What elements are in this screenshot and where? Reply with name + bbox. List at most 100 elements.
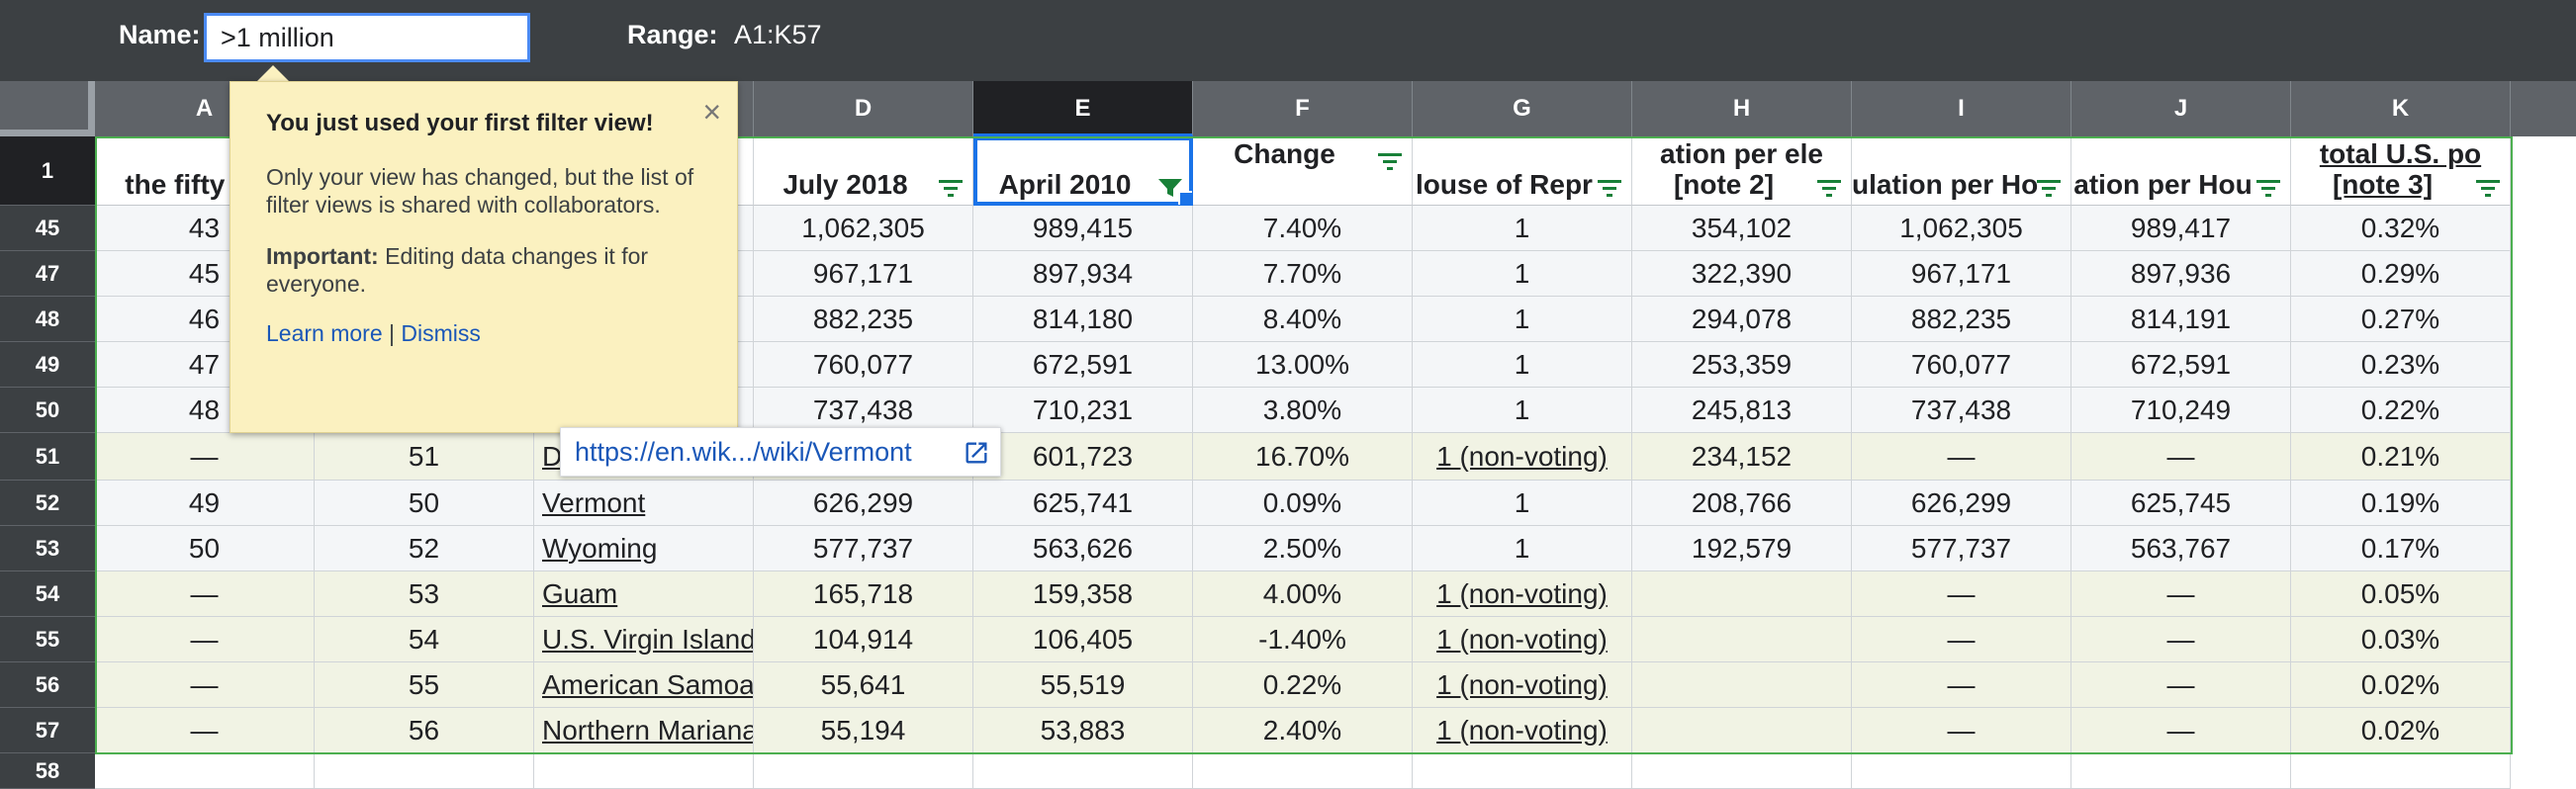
row-header-45[interactable]: 45 (0, 206, 95, 251)
cell-j47[interactable]: 897,936 (2071, 251, 2291, 297)
cell-d54[interactable]: 165,718 (754, 571, 973, 617)
cell-d52[interactable]: 626,299 (754, 481, 973, 526)
column-header-h[interactable]: H (1632, 81, 1852, 136)
cell-h52[interactable]: 208,766 (1632, 481, 1852, 526)
cell-g55[interactable]: 1 (non-voting) (1413, 617, 1632, 662)
filter-icon[interactable] (2035, 173, 2063, 197)
cell-j48[interactable]: 814,191 (2071, 297, 2291, 342)
cell-d53[interactable]: 577,737 (754, 526, 973, 571)
cell-j58[interactable] (2071, 753, 2291, 789)
row-header-1[interactable]: 1 (0, 136, 95, 206)
cell-j56[interactable]: — (2071, 662, 2291, 708)
open-external-icon[interactable] (963, 439, 990, 467)
cell-f47[interactable]: 7.70% (1193, 251, 1413, 297)
cell-d50[interactable]: 737,438 (754, 388, 973, 433)
cell-j54[interactable]: — (2071, 571, 2291, 617)
cell-k58[interactable] (2291, 753, 2511, 789)
cell-j57[interactable]: — (2071, 708, 2291, 753)
filter-range-value[interactable]: A1:K57 (734, 20, 822, 49)
cell-e45[interactable]: 989,415 (973, 206, 1193, 251)
header-cell-i[interactable]: ulation per Ho (1852, 136, 2071, 206)
cell-g47[interactable]: 1 (1413, 251, 1632, 297)
close-icon[interactable]: × (702, 94, 721, 130)
cell-a56[interactable]: — (95, 662, 315, 708)
cell-j51[interactable]: — (2071, 433, 2291, 481)
cell-e49[interactable]: 672,591 (973, 342, 1193, 388)
cell-d48[interactable]: 882,235 (754, 297, 973, 342)
cell-d56[interactable]: 55,641 (754, 662, 973, 708)
cell-k49[interactable]: 0.23% (2291, 342, 2511, 388)
cell-link-text[interactable]: D (542, 440, 563, 472)
header-cell-k[interactable]: total U.S. po [note 3] (2291, 136, 2511, 206)
cell-i49[interactable]: 760,077 (1852, 342, 2071, 388)
row-header-56[interactable]: 56 (0, 662, 95, 708)
cell-g56[interactable]: 1 (non-voting) (1413, 662, 1632, 708)
cell-link-text[interactable]: Northern Mariana (542, 714, 754, 745)
cell-g48[interactable]: 1 (1413, 297, 1632, 342)
cell-c58[interactable] (534, 753, 754, 789)
cell-d55[interactable]: 104,914 (754, 617, 973, 662)
cell-i52[interactable]: 626,299 (1852, 481, 2071, 526)
cell-k55[interactable]: 0.03% (2291, 617, 2511, 662)
cell-link-text[interactable]: Vermont (542, 486, 646, 518)
header-cell-h[interactable]: ation per ele [note 2] (1632, 136, 1852, 206)
cell-j50[interactable]: 710,249 (2071, 388, 2291, 433)
cell-c54[interactable]: Guam (534, 571, 754, 617)
cell-h55[interactable] (1632, 617, 1852, 662)
cell-c55[interactable]: U.S. Virgin Island (534, 617, 754, 662)
cell-a58[interactable] (95, 753, 315, 789)
row-header-52[interactable]: 52 (0, 481, 95, 526)
row-header-53[interactable]: 53 (0, 526, 95, 571)
filter-icon[interactable] (2474, 173, 2502, 197)
cell-k53[interactable]: 0.17% (2291, 526, 2511, 571)
cell-link-text[interactable]: 1 (non-voting) (1436, 668, 1608, 700)
cell-c56[interactable]: American Samoa (534, 662, 754, 708)
row-header-50[interactable]: 50 (0, 388, 95, 433)
cell-i48[interactable]: 882,235 (1852, 297, 2071, 342)
cell-g52[interactable]: 1 (1413, 481, 1632, 526)
cell-k56[interactable]: 0.02% (2291, 662, 2511, 708)
learn-more-link[interactable]: Learn more (266, 320, 383, 346)
cell-a53[interactable]: 50 (95, 526, 315, 571)
cell-h49[interactable]: 253,359 (1632, 342, 1852, 388)
cell-e55[interactable]: 106,405 (973, 617, 1193, 662)
cell-b55[interactable]: 54 (315, 617, 534, 662)
cell-link-text[interactable]: 1 (non-voting) (1436, 577, 1608, 609)
cell-k57[interactable]: 0.02% (2291, 708, 2511, 753)
column-header-d[interactable]: D (754, 81, 973, 136)
header-cell-j[interactable]: ation per Hou (2071, 136, 2291, 206)
cell-d45[interactable]: 1,062,305 (754, 206, 973, 251)
cell-j55[interactable]: — (2071, 617, 2291, 662)
row-header-54[interactable]: 54 (0, 571, 95, 617)
cell-g51[interactable]: 1 (non-voting) (1413, 433, 1632, 481)
cell-link-text[interactable]: Wyoming (542, 532, 658, 564)
cell-j53[interactable]: 563,767 (2071, 526, 2291, 571)
cell-b53[interactable]: 52 (315, 526, 534, 571)
cell-i47[interactable]: 967,171 (1852, 251, 2071, 297)
cell-f51[interactable]: 16.70% (1193, 433, 1413, 481)
cell-f50[interactable]: 3.80% (1193, 388, 1413, 433)
cell-k51[interactable]: 0.21% (2291, 433, 2511, 481)
cell-g54[interactable]: 1 (non-voting) (1413, 571, 1632, 617)
cell-i54[interactable]: — (1852, 571, 2071, 617)
cell-h48[interactable]: 294,078 (1632, 297, 1852, 342)
cell-e53[interactable]: 563,626 (973, 526, 1193, 571)
cell-j52[interactable]: 625,745 (2071, 481, 2291, 526)
cell-h50[interactable]: 245,813 (1632, 388, 1852, 433)
cell-f55[interactable]: -1.40% (1193, 617, 1413, 662)
filter-icon[interactable] (1596, 173, 1623, 197)
cell-e47[interactable]: 897,934 (973, 251, 1193, 297)
cell-f52[interactable]: 0.09% (1193, 481, 1413, 526)
cell-g50[interactable]: 1 (1413, 388, 1632, 433)
cell-c53[interactable]: Wyoming (534, 526, 754, 571)
row-header-57[interactable]: 57 (0, 708, 95, 753)
cell-i45[interactable]: 1,062,305 (1852, 206, 2071, 251)
header-cell-g[interactable]: louse of Repr (1413, 136, 1632, 206)
cell-h51[interactable]: 234,152 (1632, 433, 1852, 481)
cell-f49[interactable]: 13.00% (1193, 342, 1413, 388)
cell-f53[interactable]: 2.50% (1193, 526, 1413, 571)
cell-j49[interactable]: 672,591 (2071, 342, 2291, 388)
cell-b56[interactable]: 55 (315, 662, 534, 708)
cell-k48[interactable]: 0.27% (2291, 297, 2511, 342)
cell-f56[interactable]: 0.22% (1193, 662, 1413, 708)
